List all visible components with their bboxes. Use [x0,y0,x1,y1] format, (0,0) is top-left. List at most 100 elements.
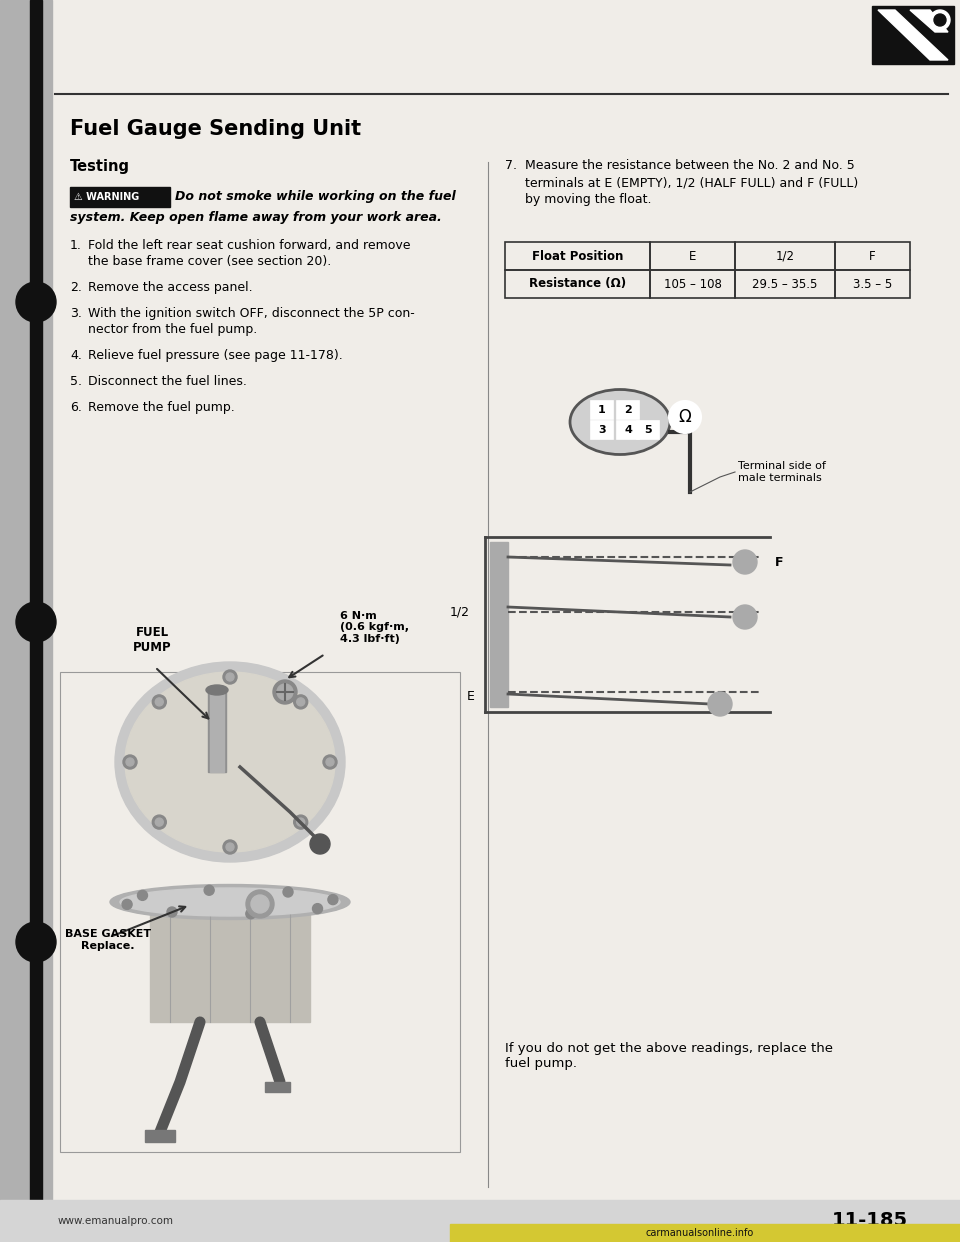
Text: Remove the access panel.: Remove the access panel. [88,281,252,294]
Text: system. Keep open flame away from your work area.: system. Keep open flame away from your w… [70,211,442,224]
Text: Testing: Testing [70,159,130,174]
Bar [617,401,639,419]
Text: 1/2: 1/2 [450,606,470,619]
Text: 105 – 108: 105 – 108 [663,277,721,291]
Circle shape [323,755,337,769]
Bar [650,270,735,298]
Circle shape [16,922,56,963]
Text: Fuel Gauge Sending Unit: Fuel Gauge Sending Unit [70,119,361,139]
Ellipse shape [570,390,670,455]
Text: 4: 4 [624,425,632,435]
Circle shape [123,755,137,769]
Text: the base frame cover (see section 20).: the base frame cover (see section 20). [88,255,331,268]
Text: Terminal side of
male terminals: Terminal side of male terminals [738,461,826,483]
Circle shape [156,818,163,826]
Bar [505,270,650,298]
Circle shape [223,840,237,854]
Bar [650,242,735,270]
Text: 5: 5 [644,425,652,435]
Circle shape [669,401,701,433]
Circle shape [283,887,293,897]
Circle shape [204,886,214,895]
Text: With the ignition switch OFF, disconnect the 5P con-: With the ignition switch OFF, disconnect… [88,307,415,320]
Text: F: F [869,250,876,262]
Text: 2: 2 [624,405,632,415]
Text: 1: 1 [598,405,606,415]
Bar [60,672,460,1153]
Bar [872,6,954,65]
Ellipse shape [110,884,350,919]
Text: nector from the fuel pump.: nector from the fuel pump. [88,323,257,337]
Bar [0,0,52,1242]
Text: Do not smoke while working on the fuel: Do not smoke while working on the fuel [175,190,456,202]
Bar [735,242,835,270]
Bar [265,1082,290,1092]
Circle shape [934,14,946,26]
Text: Relieve fuel pressure (see page 11-178).: Relieve fuel pressure (see page 11-178). [88,349,343,361]
Circle shape [708,692,732,715]
Text: ⚠ WARNING: ⚠ WARNING [74,193,139,202]
Text: 4.: 4. [70,349,82,361]
Polygon shape [878,10,948,60]
Circle shape [223,669,237,684]
Text: 2.: 2. [70,281,82,294]
Circle shape [733,550,757,574]
Circle shape [226,843,234,851]
Text: 3.: 3. [70,307,82,320]
Text: Resistance (Ω): Resistance (Ω) [529,277,626,291]
Bar [145,1130,175,1141]
Polygon shape [910,10,948,32]
Circle shape [328,894,338,904]
Circle shape [153,815,166,830]
Circle shape [122,899,132,909]
Text: Remove the fuel pump.: Remove the fuel pump. [88,401,235,414]
Circle shape [16,602,56,642]
Bar [735,270,835,298]
Text: Fold the left rear seat cushion forward, and remove: Fold the left rear seat cushion forward,… [88,238,411,252]
Bar [617,421,639,438]
Text: If you do not get the above readings, replace the
fuel pump.: If you do not get the above readings, re… [505,1042,833,1071]
Circle shape [294,694,308,709]
Text: Float Position: Float Position [532,250,623,262]
Text: 29.5 – 35.5: 29.5 – 35.5 [753,277,818,291]
Circle shape [297,818,304,826]
Circle shape [277,684,293,700]
Circle shape [156,698,163,705]
Circle shape [733,605,757,628]
Text: BASE GASKET
Replace.: BASE GASKET Replace. [65,929,151,950]
Circle shape [167,907,177,917]
Bar [835,270,910,298]
Circle shape [326,758,334,766]
Text: 1/2: 1/2 [776,250,795,262]
Circle shape [294,815,308,830]
Text: 6 N·m
(0.6 kgf·m,
4.3 lbf·ft): 6 N·m (0.6 kgf·m, 4.3 lbf·ft) [340,611,409,645]
Text: 3: 3 [598,425,606,435]
Circle shape [251,895,269,913]
Circle shape [273,681,297,704]
Bar [150,897,310,1022]
Text: carmanualsonline.info: carmanualsonline.info [646,1228,755,1238]
Text: 7.: 7. [505,159,517,171]
Text: by moving the float.: by moving the float. [525,193,652,206]
Bar [70,188,170,207]
Text: 6.: 6. [70,401,82,414]
Text: terminals at E (EMPTY), 1/2 (HALF FULL) and F (FULL): terminals at E (EMPTY), 1/2 (HALF FULL) … [525,176,858,189]
Circle shape [137,891,148,900]
Ellipse shape [120,888,340,917]
Circle shape [16,282,56,322]
Ellipse shape [206,686,228,696]
Bar [450,1225,960,1242]
Text: E: E [689,250,696,262]
Text: F: F [775,555,783,569]
Bar [505,242,650,270]
Circle shape [313,904,323,914]
Text: 5.: 5. [70,375,82,388]
Text: 3.5 – 5: 3.5 – 5 [852,277,892,291]
Bar [591,421,613,438]
Bar [30,0,42,1242]
Ellipse shape [115,662,345,862]
Text: E: E [467,691,475,703]
Bar [208,692,226,773]
Circle shape [226,673,234,681]
Circle shape [310,833,330,854]
